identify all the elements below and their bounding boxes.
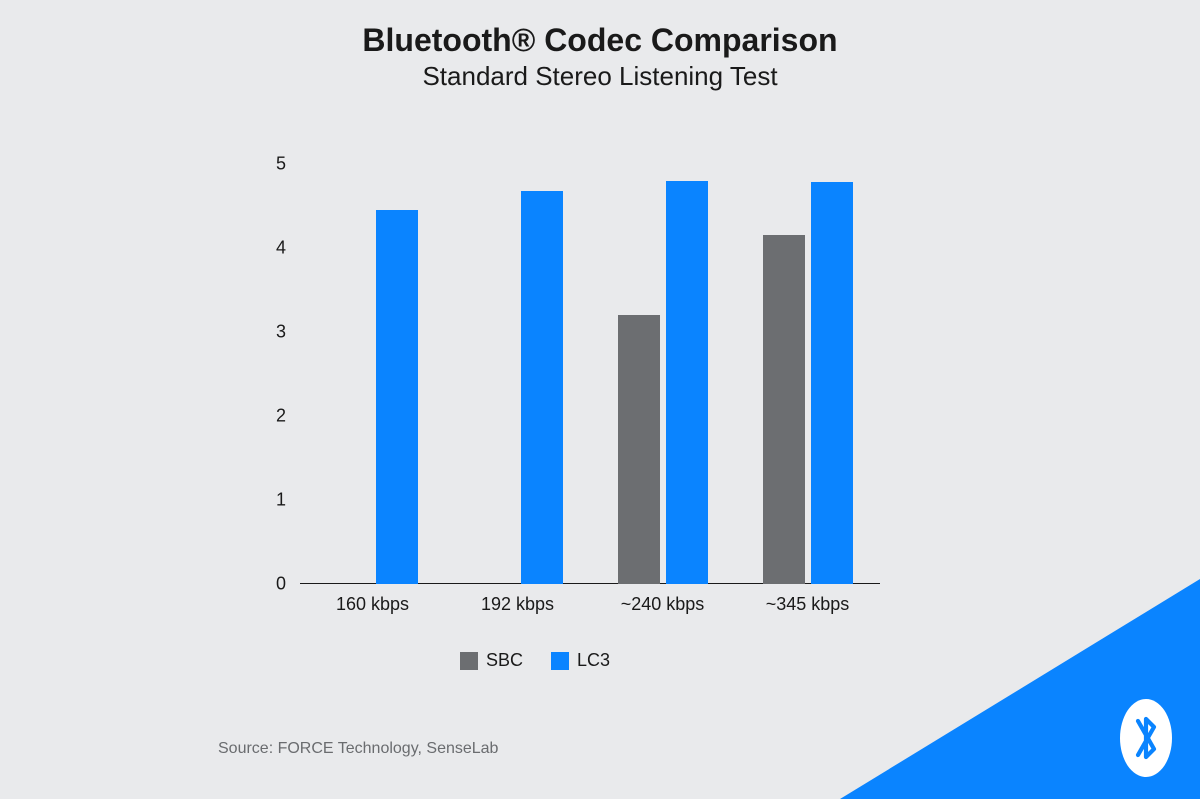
bar-lc3: [521, 191, 563, 584]
legend-label: LC3: [577, 650, 610, 671]
bar-sbc: [763, 235, 805, 584]
source-attribution: Source: FORCE Technology, SenseLab: [218, 740, 498, 758]
ytick-label: 0: [276, 574, 300, 595]
ytick-label: 4: [276, 238, 300, 259]
ytick-label: 3: [276, 322, 300, 343]
bluetooth-logo-icon: [1120, 699, 1172, 777]
chart-canvas: Bluetooth® Codec Comparison Standard Ste…: [0, 0, 1200, 799]
xtick-label: 192 kbps: [481, 584, 554, 615]
xtick-label: ~240 kbps: [621, 584, 705, 615]
bar-lc3: [666, 181, 708, 584]
legend: SBC LC3: [460, 650, 610, 671]
ytick-label: 5: [276, 154, 300, 175]
legend-swatch: [551, 652, 569, 670]
ytick-label: 1: [276, 490, 300, 511]
bar-lc3: [811, 182, 853, 584]
chart-title: Bluetooth® Codec Comparison: [0, 22, 1200, 59]
chart-subtitle: Standard Stereo Listening Test: [0, 61, 1200, 92]
ytick-label: 2: [276, 406, 300, 427]
chart-plot-area: 012345160 kbps192 kbps~240 kbps~345 kbps: [300, 164, 880, 584]
xtick-label: ~345 kbps: [766, 584, 850, 615]
legend-label: SBC: [486, 650, 523, 671]
legend-swatch: [460, 652, 478, 670]
legend-item: SBC: [460, 650, 523, 671]
bar-sbc: [618, 315, 660, 584]
title-block: Bluetooth® Codec Comparison Standard Ste…: [0, 0, 1200, 92]
legend-item: LC3: [551, 650, 610, 671]
bar-lc3: [376, 210, 418, 584]
xtick-label: 160 kbps: [336, 584, 409, 615]
